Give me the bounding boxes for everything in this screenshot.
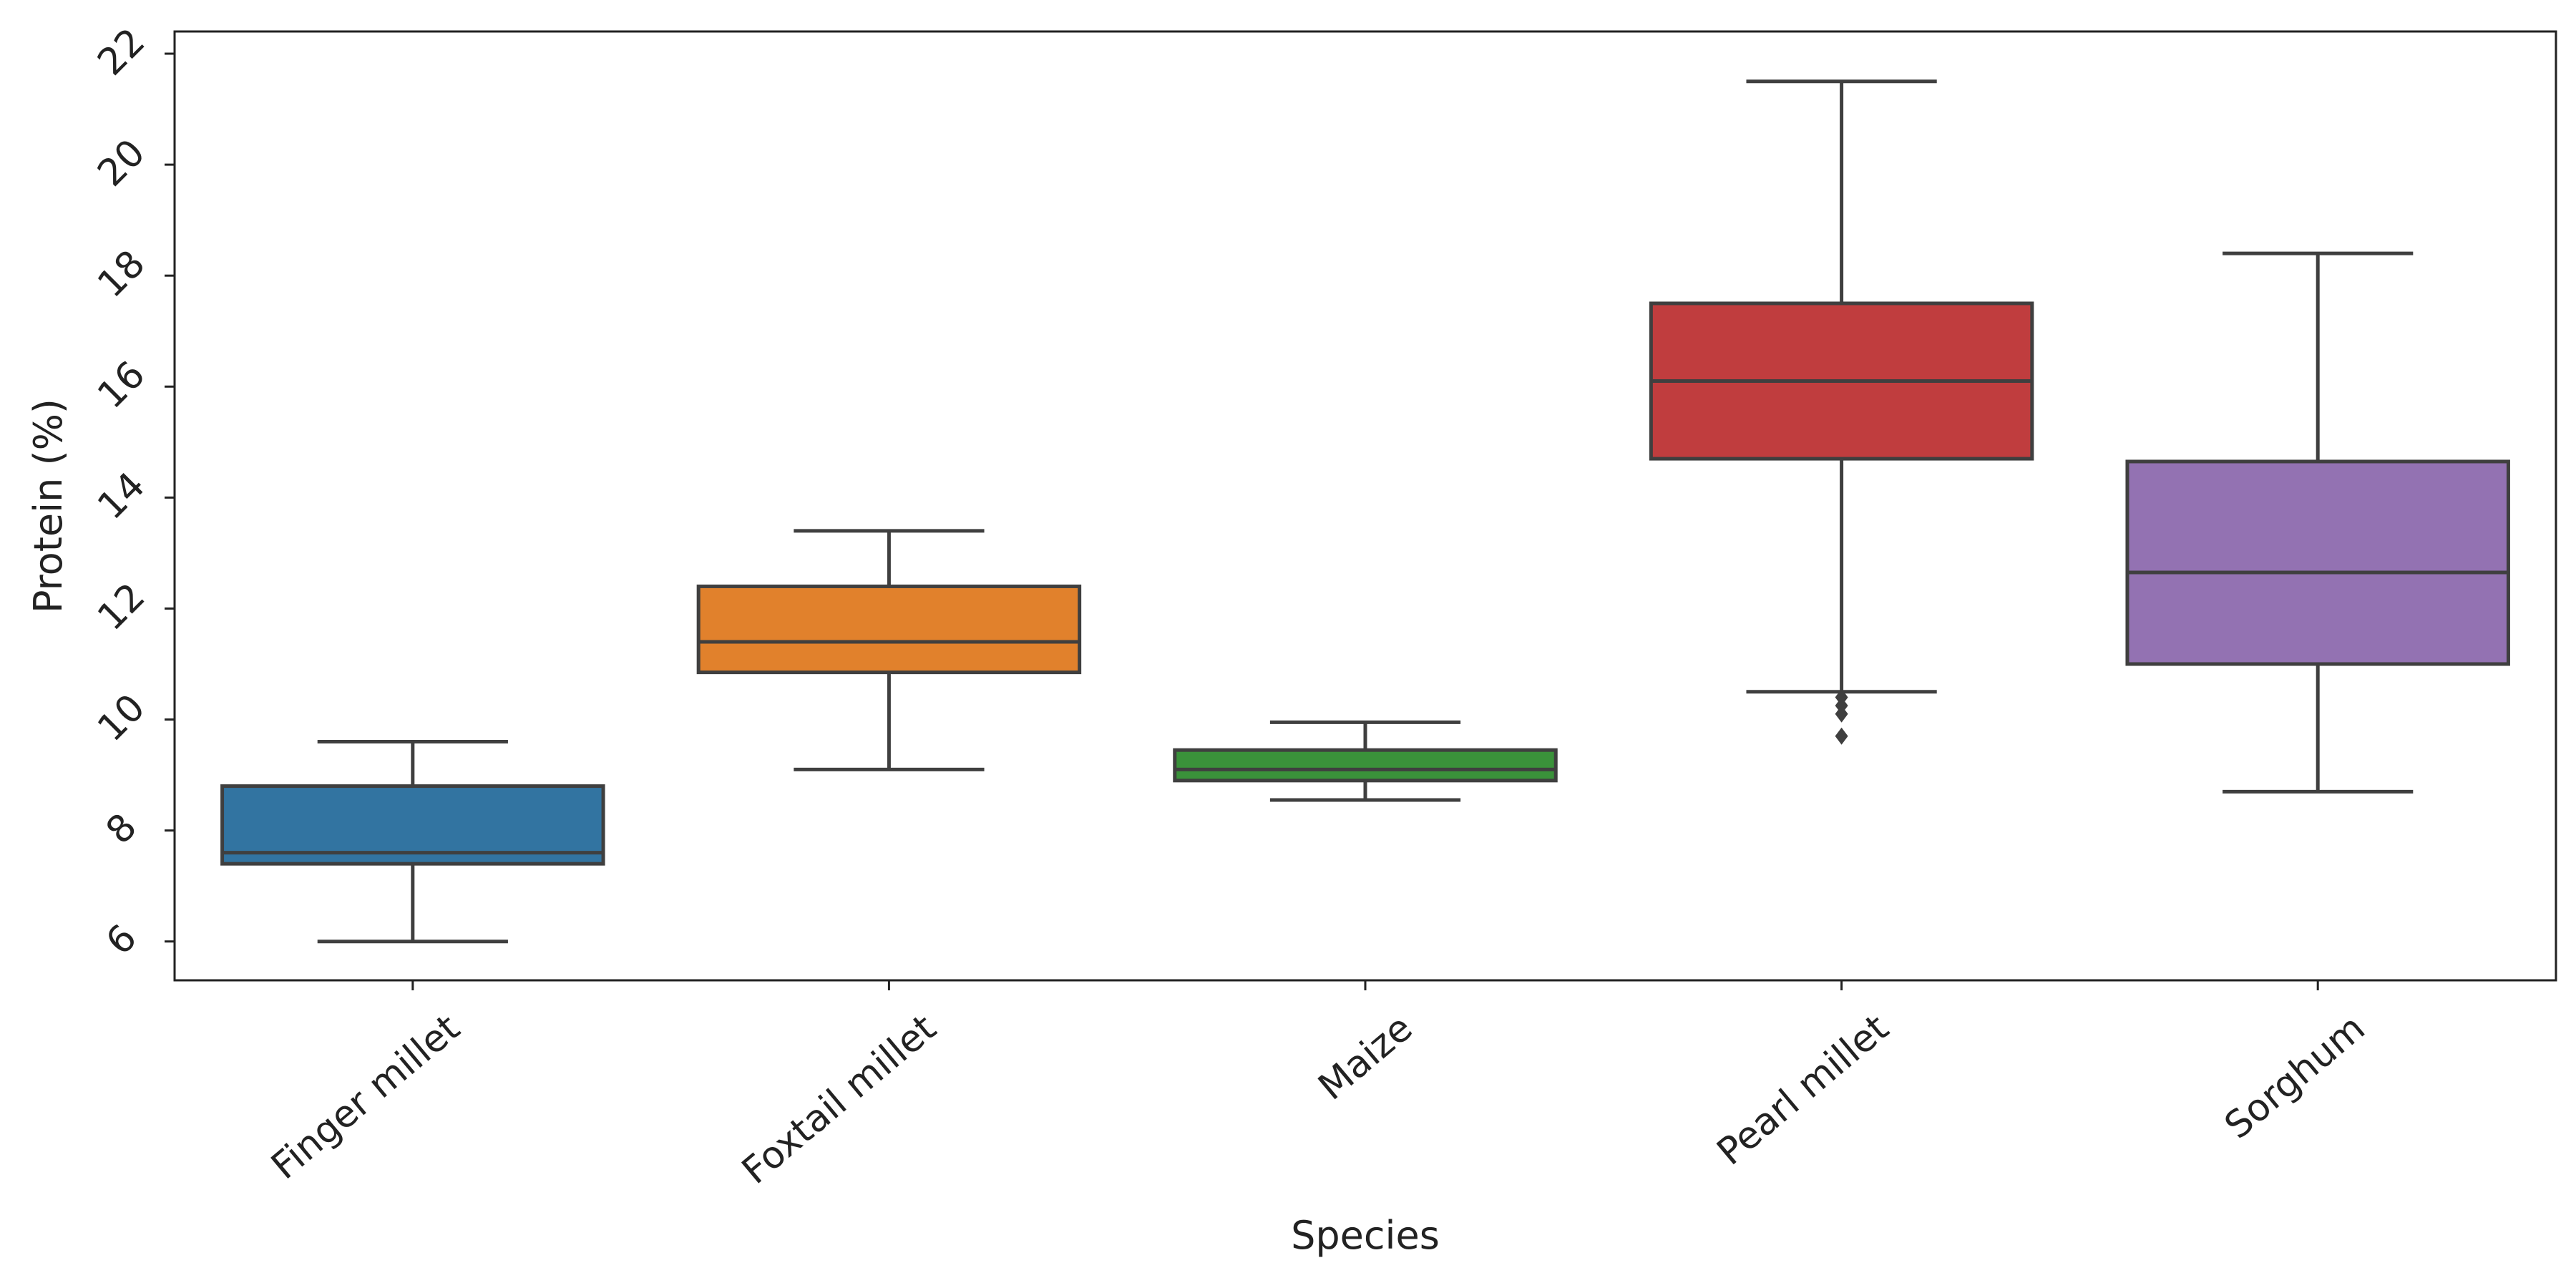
outlier-point (1835, 705, 1848, 723)
y-tick-label: 22 (89, 20, 153, 84)
iqr-box (696, 584, 1082, 675)
iqr-box (2125, 459, 2510, 666)
y-axis-label: Protein (%) (26, 399, 71, 613)
y-tick-label: 12 (89, 575, 153, 639)
iqr-box (1173, 748, 1558, 783)
box-finger-millet (220, 740, 605, 944)
iqr-box (220, 784, 605, 866)
box-pearl-millet (1649, 79, 2034, 745)
y-tick-label: 14 (89, 464, 153, 528)
y-tick-label: 8 (98, 806, 145, 853)
x-tick-label: Finger millet (263, 1007, 468, 1188)
y-tick-label: 20 (89, 131, 153, 195)
y-tick-label: 10 (89, 686, 153, 750)
box-maize (1173, 720, 1558, 802)
y-tick-label: 18 (89, 242, 153, 306)
plot-area (220, 79, 2510, 944)
x-axis: Finger millet Foxtail millet Maize Pearl mi… (263, 980, 2373, 1193)
x-tick-label: Foxtail millet (734, 1007, 945, 1193)
outlier-point (1835, 727, 1848, 745)
x-axis-label: Species (1291, 1213, 1440, 1258)
y-axis: 6 8 10 12 14 16 18 20 22 (89, 20, 175, 964)
y-tick-label: 6 (98, 917, 145, 964)
x-tick-label: Sorghum (2217, 1007, 2373, 1148)
box-sorghum (2125, 251, 2510, 794)
x-tick-label: Pearl millet (1709, 1007, 1897, 1174)
box-foxtail-millet (696, 529, 1082, 771)
x-tick-label: Maize (1311, 1007, 1421, 1109)
y-tick-label: 16 (89, 353, 153, 417)
